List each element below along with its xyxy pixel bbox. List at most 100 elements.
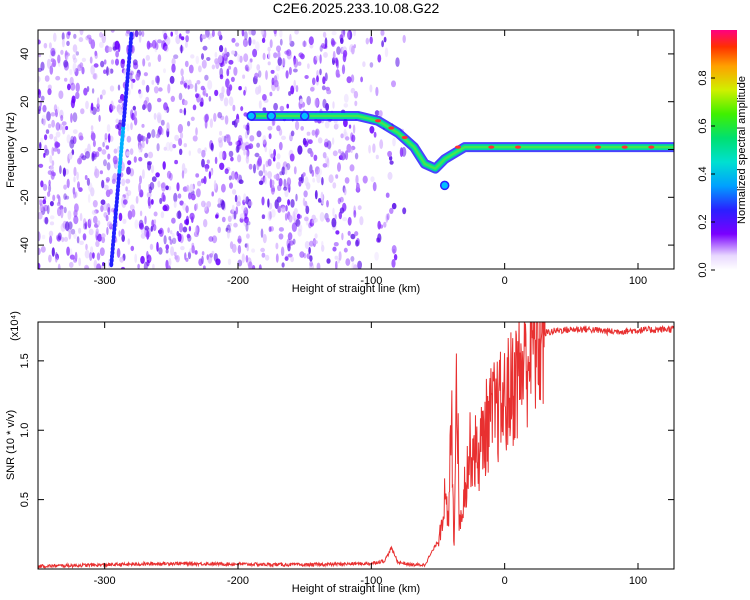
heatmap-cell <box>205 167 209 172</box>
heatmap-cell <box>195 225 200 235</box>
heatmap-cell <box>244 64 249 72</box>
heatmap-cell <box>146 132 151 139</box>
heatmap-cell <box>231 120 236 126</box>
heatmap-cell <box>191 245 195 254</box>
heatmap-cell <box>211 191 214 197</box>
heatmap-cell <box>99 41 104 49</box>
heatmap-cell <box>353 44 356 49</box>
heatmap-cell <box>49 53 53 59</box>
heatmap-cell <box>170 246 175 256</box>
heatmap-cell <box>258 85 262 94</box>
heatmap-cell <box>178 92 183 101</box>
heatmap-cell <box>85 243 88 251</box>
heatmap-cell <box>88 37 93 45</box>
heatmap-cell <box>290 199 295 208</box>
heatmap-cell <box>69 69 73 75</box>
colorbar-label: Normalized spectral amplitude <box>736 76 748 224</box>
heatmap-cell <box>293 166 297 175</box>
heatmap-cell <box>308 36 314 46</box>
heatmap-cell <box>208 236 214 242</box>
heatmap-cell <box>41 234 46 240</box>
heatmap-cell <box>315 55 320 61</box>
heatmap-cell <box>172 144 177 149</box>
heatmap-cell <box>183 100 188 106</box>
heatmap-cell <box>84 221 88 230</box>
heatmap-cell <box>72 112 78 123</box>
heatmap-cell <box>134 110 137 118</box>
heatmap-cell <box>51 119 55 128</box>
heatmap-cell <box>121 178 126 187</box>
heatmap-cell <box>218 139 223 148</box>
heatmap-cell <box>131 112 135 121</box>
heatmap-cell <box>281 262 285 268</box>
heatmap-cell <box>335 174 339 179</box>
heatmap-cell <box>335 260 338 269</box>
heatmap-cell <box>72 44 78 53</box>
signal-blob <box>299 111 310 121</box>
heatmap-cell <box>279 30 283 38</box>
heatmap-cell <box>112 155 118 165</box>
heatmap-cell <box>221 150 227 161</box>
heatmap-cell <box>328 140 332 151</box>
heatmap-cell <box>174 134 180 142</box>
heatmap-cell <box>138 30 143 36</box>
heatmap-cell <box>267 61 271 66</box>
heatmap-cell <box>194 226 198 235</box>
heatmap-cell <box>66 134 71 144</box>
heatmap-cell <box>204 74 209 81</box>
heatmap-cell <box>226 86 231 97</box>
heatmap-cell <box>42 183 48 191</box>
heatmap-cell <box>321 244 325 252</box>
heatmap-cell <box>295 120 300 131</box>
heatmap-cell <box>190 116 195 122</box>
heatmap-cell <box>54 253 58 263</box>
chart-title: C2E6.2025.233.10.08.G22 <box>273 0 440 16</box>
heatmap-cell <box>302 40 307 48</box>
heatmap-cell <box>49 155 53 164</box>
heatmap-cell <box>252 265 256 269</box>
heatmap-cell <box>130 122 133 131</box>
heatmap-cell <box>258 264 262 269</box>
heatmap-cell <box>38 39 41 45</box>
heatmap-cell <box>270 153 275 159</box>
heatmap-cell <box>141 79 146 86</box>
heatmap-cell <box>75 91 80 100</box>
heatmap-cell <box>285 205 288 212</box>
signal-hotspot <box>621 145 628 149</box>
heatmap-cell <box>293 57 299 68</box>
heatmap-cell <box>312 77 316 86</box>
heatmap-cell <box>179 33 182 39</box>
heatmap-cell <box>381 40 384 48</box>
heatmap-cell <box>76 171 79 181</box>
heatmap-cell <box>343 93 349 103</box>
heatmap-cell <box>163 42 168 51</box>
heatmap-cell <box>332 150 338 157</box>
heatmap-cell <box>332 101 335 109</box>
heatmap-cell <box>95 228 99 236</box>
heatmap-cell <box>184 82 188 89</box>
heatmap-cell <box>188 150 191 157</box>
heatmap-cell <box>146 191 152 199</box>
heatmap-cell <box>278 177 283 187</box>
heatmap-cell <box>200 97 204 107</box>
heatmap-cell <box>303 190 308 198</box>
heatmap-cell <box>215 214 219 219</box>
heatmap-cell <box>283 178 287 189</box>
heatmap-cell <box>168 236 172 241</box>
heatmap-cell <box>190 54 195 59</box>
heatmap-cell <box>97 146 102 152</box>
heatmap-cell <box>287 253 293 258</box>
heatmap-cell <box>200 200 206 208</box>
heatmap-cell <box>38 163 44 168</box>
heatmap-cell <box>185 257 189 262</box>
heatmap-cell <box>213 179 217 190</box>
heatmap-cell <box>324 141 329 148</box>
heatmap-cell <box>149 182 155 190</box>
snr-x-label: Height of straight line (km) <box>292 583 420 595</box>
heatmap-cell <box>275 253 279 263</box>
heatmap-cell <box>47 123 52 129</box>
heatmap-cell <box>61 121 67 126</box>
heatmap-cell <box>47 191 51 197</box>
heatmap-cell <box>96 263 101 269</box>
heatmap-cell <box>188 64 194 74</box>
